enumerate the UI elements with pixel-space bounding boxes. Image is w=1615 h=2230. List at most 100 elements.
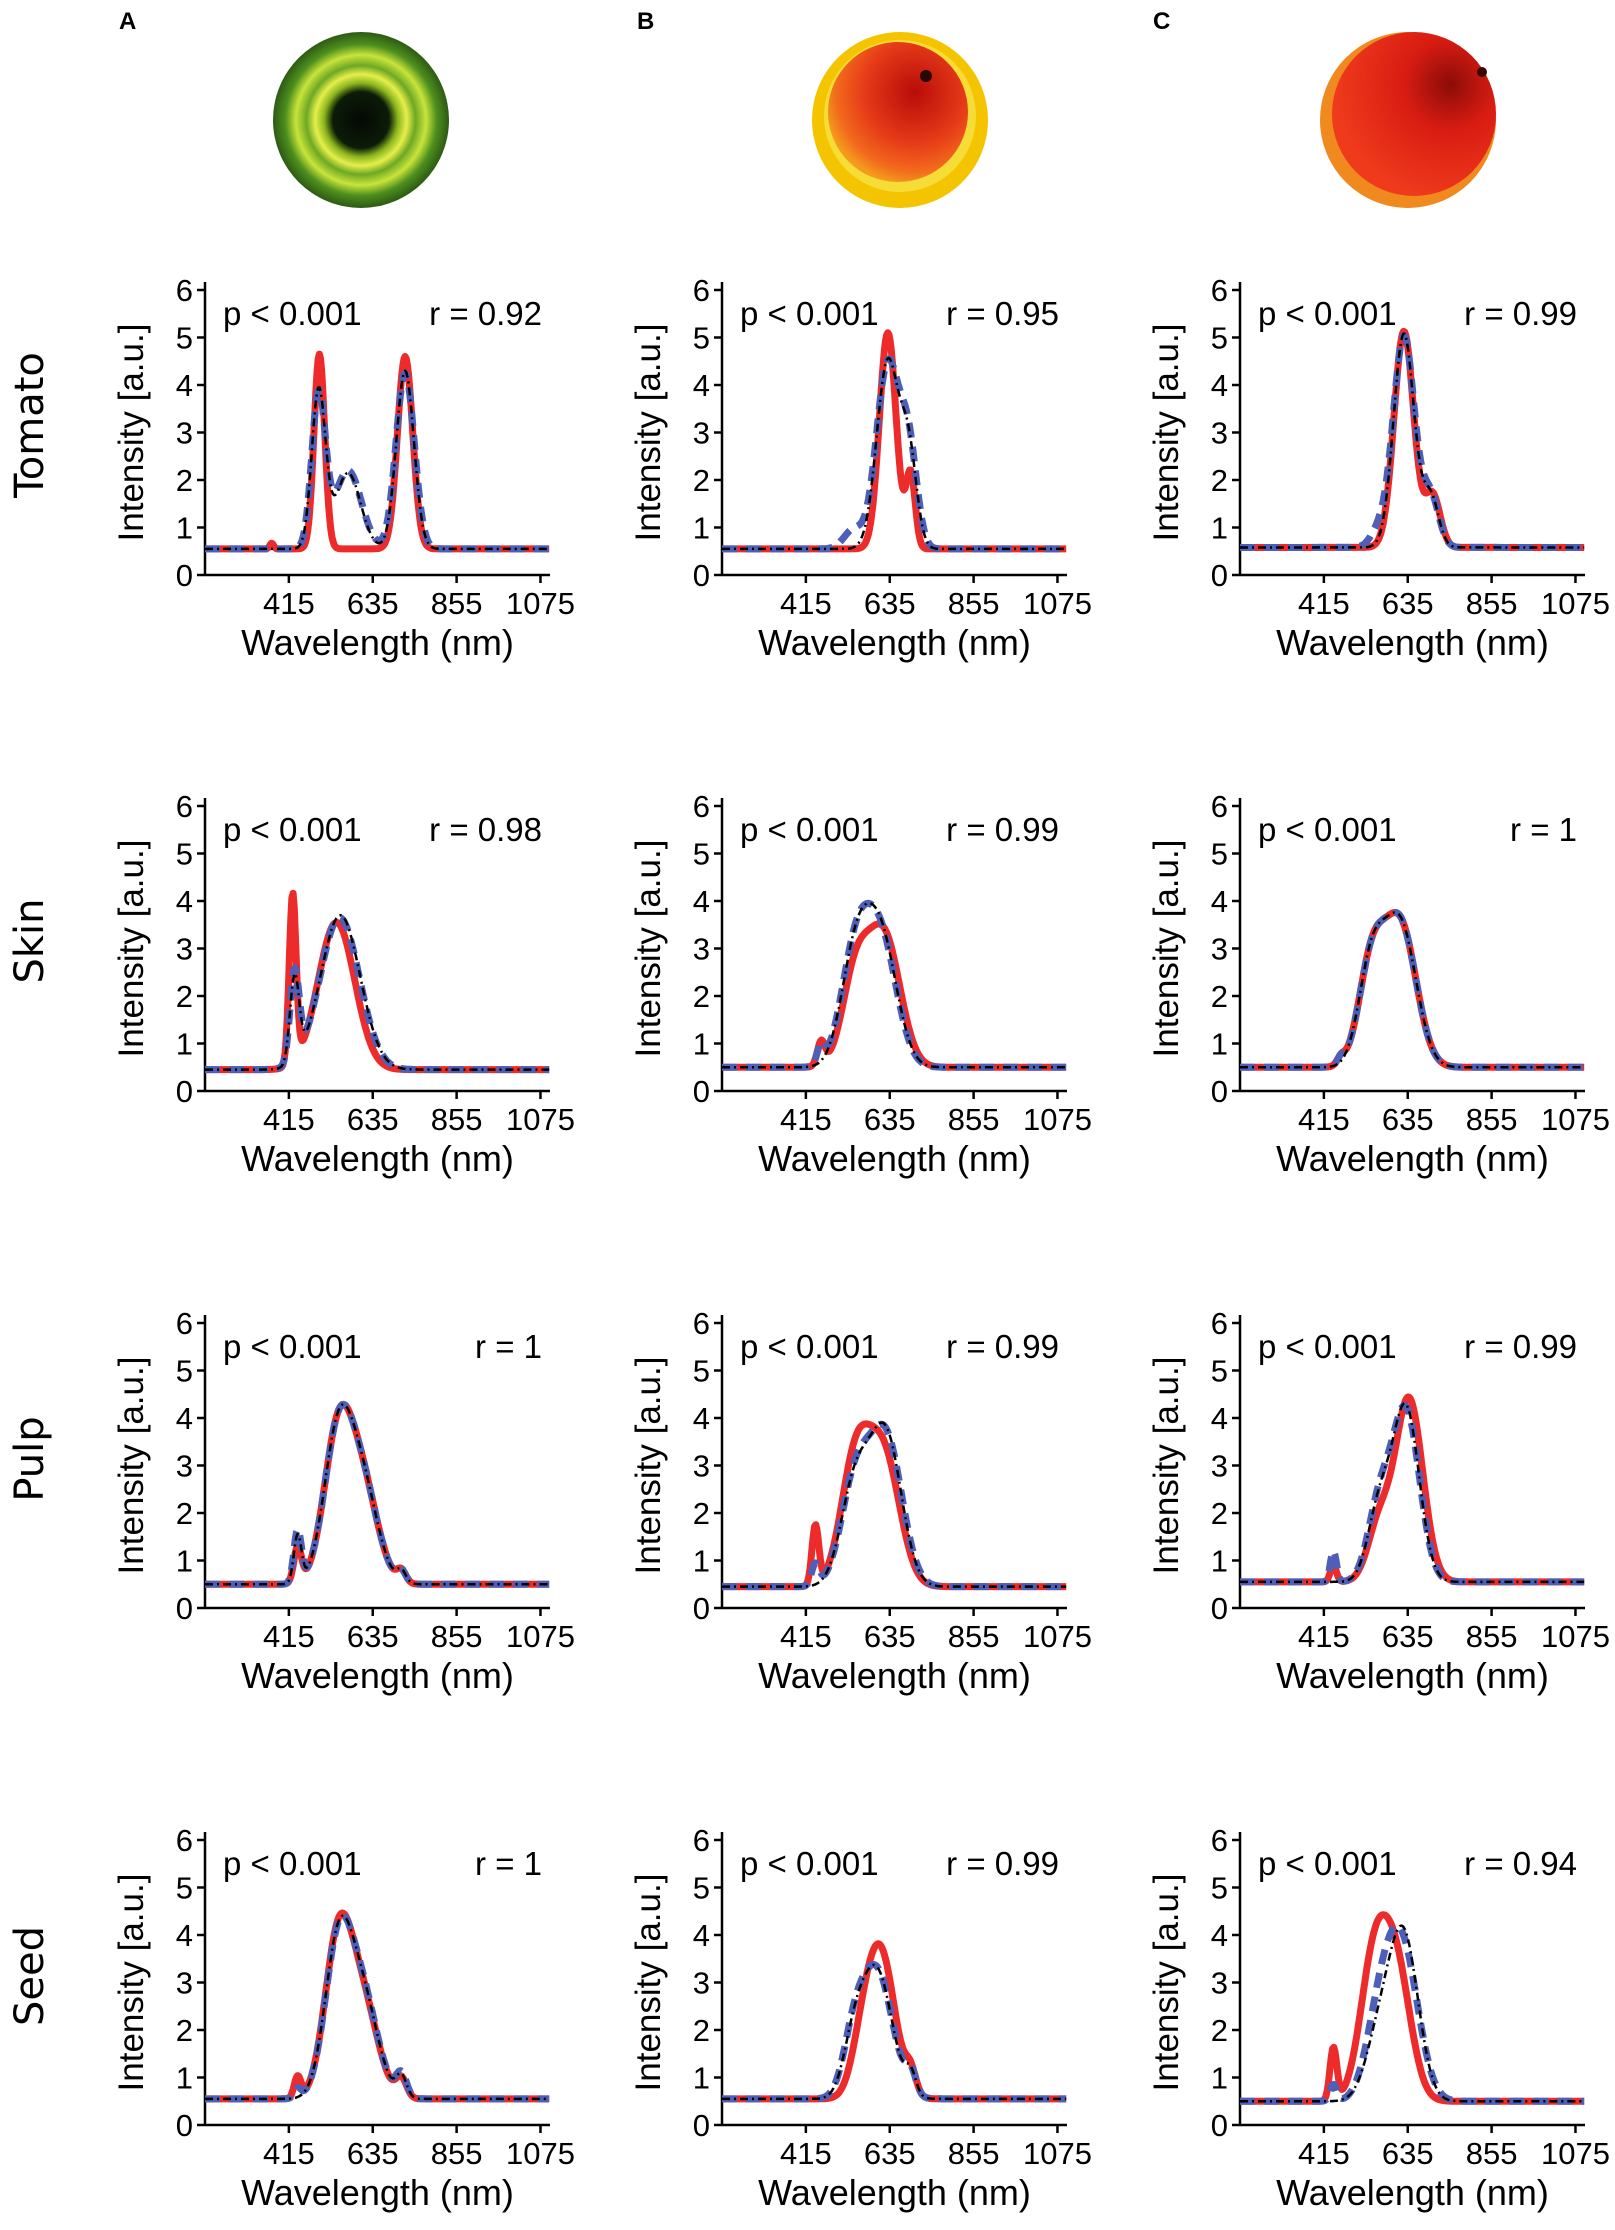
y-tick-label: 0: [693, 1074, 710, 1109]
x-tick-label: 635: [864, 1102, 916, 1137]
y-tick-label: 4: [693, 884, 710, 919]
y-tick-label: 0: [176, 558, 193, 593]
x-tick-label: 855: [1466, 1619, 1518, 1654]
series-measured-line: [202, 1400, 552, 1588]
y-axis-label: Intensity [a.u.]: [629, 840, 668, 1058]
y-axis-label: Intensity [a.u.]: [112, 1357, 151, 1575]
y-tick-label: 3: [1211, 932, 1228, 967]
series-model-line: [1239, 1924, 1585, 2103]
x-axis-label: Wavelength (nm): [1276, 622, 1549, 663]
series-measured-line: [719, 1940, 1069, 2103]
r-value-annotation: r = 1: [1510, 811, 1577, 848]
x-tick-label: 855: [1466, 586, 1518, 621]
x-axis-label: Wavelength (nm): [1276, 1655, 1549, 1696]
x-axis-label: Wavelength (nm): [758, 1655, 1031, 1696]
x-tick-label: 855: [431, 2136, 483, 2171]
y-tick-label: 6: [176, 273, 193, 308]
panel-label-a: A: [119, 8, 137, 35]
x-tick-label: 415: [263, 1102, 315, 1137]
r-value-annotation: r = 0.99: [1464, 1328, 1577, 1365]
y-tick-label: 5: [1211, 1871, 1228, 1906]
p-value-annotation: p < 0.001: [223, 811, 362, 848]
y-tick-label: 0: [1211, 1591, 1228, 1626]
y-tick-label: 0: [693, 2108, 710, 2143]
y-tick-label: 1: [693, 2061, 710, 2096]
r-value-annotation: r = 0.98: [429, 811, 542, 848]
y-tick-label: 2: [176, 979, 193, 1014]
y-axis-label: Intensity [a.u.]: [112, 324, 151, 542]
y-tick-label: 6: [176, 1306, 193, 1341]
x-tick-label: 1075: [506, 2136, 575, 2171]
p-value-annotation: p < 0.001: [223, 1845, 362, 1882]
series-fitted-line: [1237, 332, 1587, 551]
y-tick-label: 2: [176, 463, 193, 498]
y-tick-label: 5: [693, 837, 710, 872]
series-model-line: [721, 356, 1067, 551]
x-tick-label: 415: [780, 586, 832, 621]
y-tick-label: 5: [1211, 1354, 1228, 1389]
x-tick-label: 855: [948, 586, 1000, 621]
y-tick-label: 2: [1211, 979, 1228, 1014]
y-tick-label: 5: [693, 321, 710, 356]
p-value-annotation: p < 0.001: [740, 811, 879, 848]
y-tick-label: 3: [176, 932, 193, 967]
x-tick-label: 415: [1298, 586, 1350, 621]
photo-panel-c: [1320, 32, 1496, 208]
y-axis-label: Intensity [a.u.]: [1147, 1874, 1186, 2092]
y-tick-label: 6: [693, 1823, 710, 1858]
series-model-line: [721, 1963, 1067, 2101]
y-tick-label: 1: [693, 1544, 710, 1579]
y-tick-label: 1: [693, 511, 710, 546]
x-tick-label: 635: [347, 586, 399, 621]
y-tick-label: 4: [176, 1918, 193, 1953]
x-tick-label: 1075: [1541, 2136, 1610, 2171]
y-tick-label: 6: [693, 1306, 710, 1341]
y-tick-label: 3: [693, 416, 710, 451]
series-measured-line: [202, 350, 552, 553]
y-tick-label: 6: [176, 789, 193, 824]
x-tick-label: 635: [864, 1619, 916, 1654]
y-tick-label: 2: [1211, 1496, 1228, 1531]
tomato-stem-mark: [920, 70, 932, 82]
x-axis-label: Wavelength (nm): [241, 622, 514, 663]
series-fitted-line: [202, 914, 552, 1074]
series-measured-line: [719, 920, 1069, 1071]
x-tick-label: 1075: [1541, 1619, 1610, 1654]
r-value-annotation: r = 0.99: [1464, 295, 1577, 332]
y-tick-label: 3: [1211, 1966, 1228, 2001]
y-tick-label: 0: [693, 1591, 710, 1626]
y-tick-label: 0: [176, 1591, 193, 1626]
p-value-annotation: p < 0.001: [1258, 1328, 1397, 1365]
y-tick-label: 6: [1211, 1823, 1228, 1858]
y-tick-label: 0: [1211, 1074, 1228, 1109]
y-tick-label: 1: [693, 1027, 710, 1062]
y-tick-label: 5: [176, 321, 193, 356]
tomato-stem-mark: [1477, 67, 1487, 77]
x-axis-label: Wavelength (nm): [758, 2172, 1031, 2213]
r-value-annotation: r = 1: [475, 1328, 542, 1365]
series-model-line: [204, 914, 550, 1071]
y-axis-label: Intensity [a.u.]: [112, 840, 151, 1058]
series-model-line: [1239, 911, 1585, 1069]
x-axis-label: Wavelength (nm): [1276, 2172, 1549, 2213]
y-tick-label: 4: [1211, 1918, 1228, 1953]
p-value-annotation: p < 0.001: [223, 1328, 362, 1365]
x-tick-label: 635: [1382, 586, 1434, 621]
r-value-annotation: r = 1: [475, 1845, 542, 1882]
photo-panel-a: [273, 32, 449, 208]
y-tick-label: 6: [1211, 789, 1228, 824]
x-tick-label: 1075: [506, 1619, 575, 1654]
x-tick-label: 1075: [1023, 1619, 1092, 1654]
x-axis-label: Wavelength (nm): [1276, 1138, 1549, 1179]
series-model-line: [1239, 332, 1585, 549]
x-axis-label: Wavelength (nm): [241, 2172, 514, 2213]
x-tick-label: 635: [347, 1619, 399, 1654]
series-measured-line: [1237, 909, 1587, 1071]
x-tick-label: 1075: [506, 586, 575, 621]
r-value-annotation: r = 0.95: [946, 295, 1059, 332]
